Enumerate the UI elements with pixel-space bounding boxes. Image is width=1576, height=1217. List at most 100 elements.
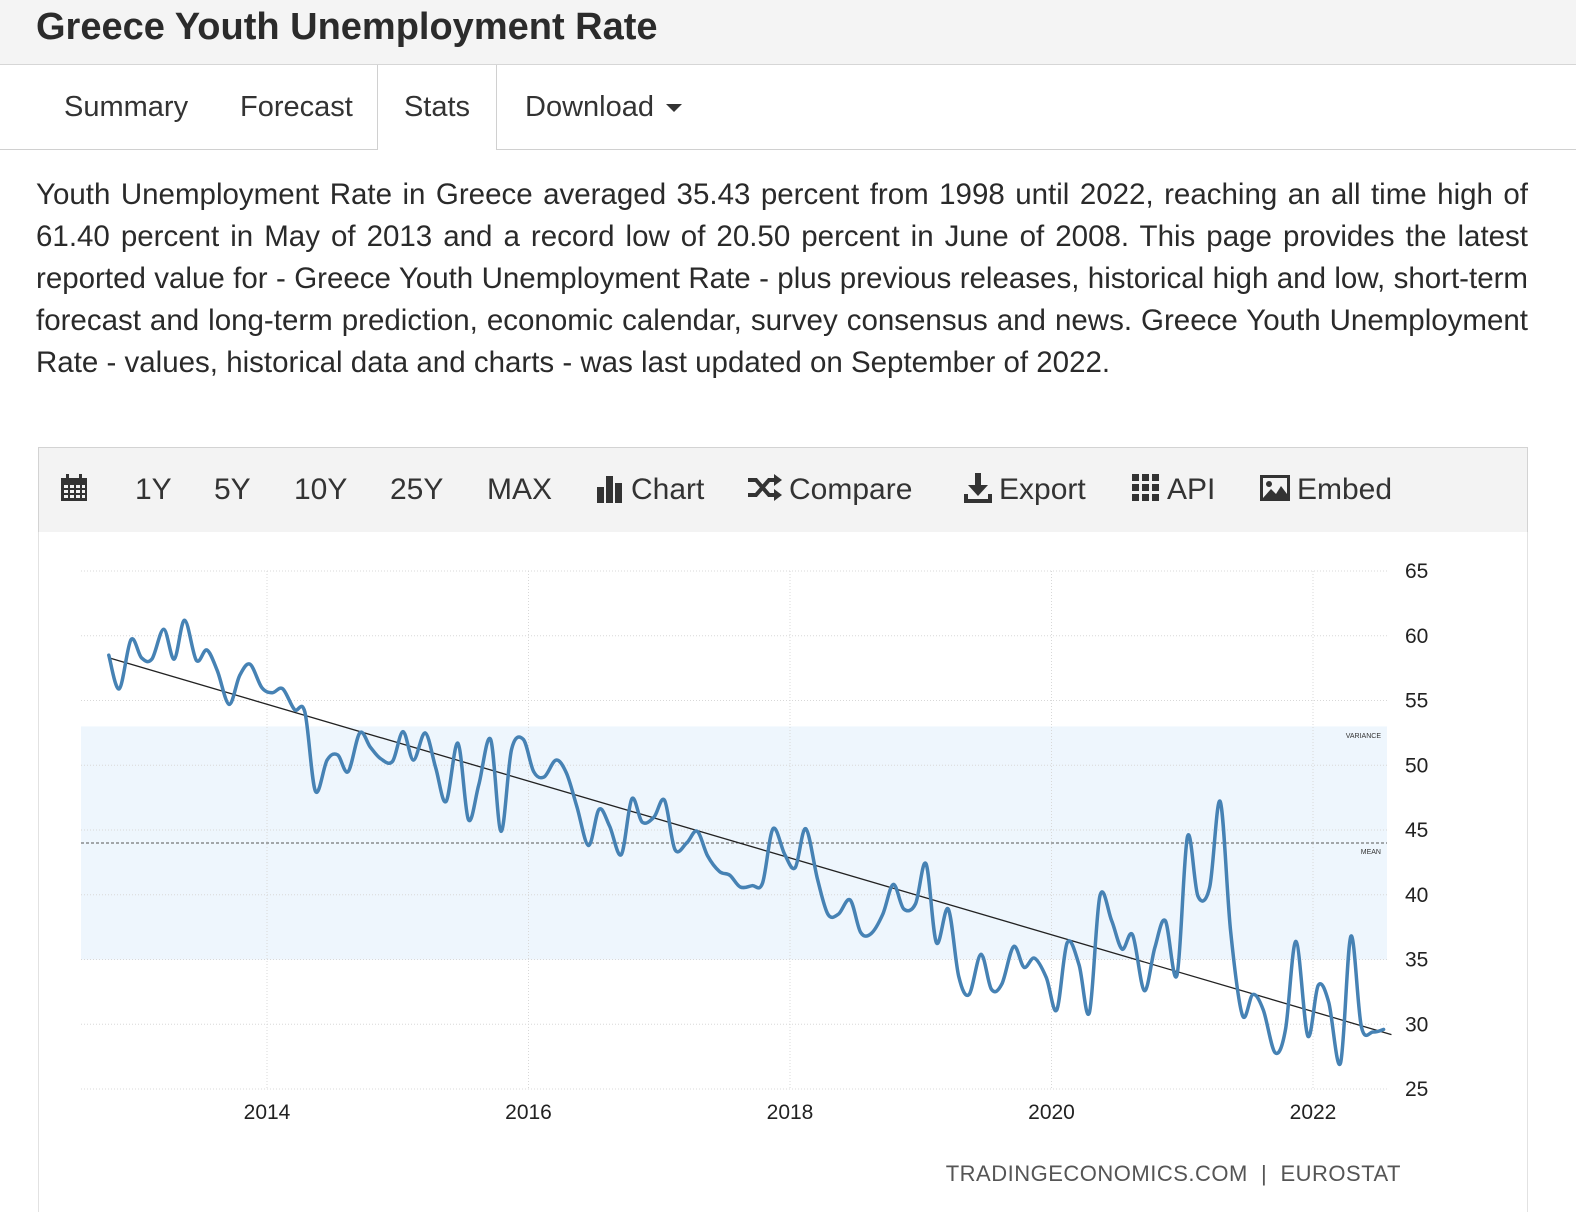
tab-forecast[interactable]: Forecast	[240, 91, 353, 123]
data-point	[499, 830, 503, 833]
data-point	[771, 827, 775, 830]
embed-button[interactable]: Embed	[1259, 448, 1392, 532]
data-point	[336, 753, 339, 757]
range-25y-button[interactable]: 25Y	[390, 473, 444, 506]
range-1y-button[interactable]: 1Y	[135, 473, 172, 506]
data-point	[685, 841, 688, 845]
data-point	[1077, 963, 1081, 966]
data-point	[150, 657, 154, 661]
range-10y-button[interactable]: 10Y	[294, 473, 348, 506]
data-point	[1317, 984, 1320, 987]
data-point	[1120, 947, 1124, 951]
data-point	[673, 848, 677, 851]
caret-down-icon	[665, 104, 682, 113]
y-tick-label: 30	[1405, 1013, 1428, 1036]
data-point	[1088, 1011, 1091, 1014]
data-point	[924, 862, 928, 865]
mean-annotation: MEAN	[1361, 849, 1381, 856]
data-point	[346, 770, 350, 773]
tab-download[interactable]: Download	[525, 65, 682, 149]
data-point	[1098, 894, 1102, 898]
chart-type-label: Chart	[631, 473, 705, 506]
data-point	[1110, 919, 1113, 922]
data-point	[848, 898, 852, 902]
data-point	[510, 748, 513, 751]
export-button[interactable]: Export	[963, 448, 1086, 532]
data-point	[281, 687, 284, 691]
data-point	[401, 730, 405, 733]
data-point	[1186, 835, 1189, 838]
data-point	[1012, 945, 1015, 948]
data-point	[314, 789, 317, 793]
data-point	[325, 758, 329, 762]
data-point	[914, 902, 917, 906]
data-point	[641, 821, 644, 824]
data-point	[892, 883, 895, 886]
data-point	[1022, 966, 1026, 969]
data-point	[947, 907, 950, 911]
api-button[interactable]: API	[1131, 448, 1215, 532]
data-point	[706, 854, 709, 858]
data-point	[227, 703, 231, 706]
compare-label: Compare	[789, 473, 913, 506]
data-point	[783, 853, 786, 856]
data-point	[608, 824, 611, 828]
chart-source: TRADINGECONOMICS.COM | EUROSTAT	[946, 1161, 1401, 1186]
data-point	[630, 797, 633, 801]
page-header: Greece Youth Unemployment Rate	[0, 0, 1576, 65]
data-point	[1196, 894, 1200, 898]
data-point	[248, 663, 252, 666]
range-5y-button[interactable]: 5Y	[214, 473, 251, 506]
export-label: Export	[999, 473, 1086, 506]
data-point	[1306, 1034, 1309, 1038]
x-axis: 2014 2016 2018 2020 2022	[244, 1101, 1337, 1124]
data-point	[195, 659, 198, 662]
y-tick-label: 25	[1405, 1078, 1428, 1101]
shuffle-icon	[748, 474, 782, 502]
grid-icon	[1132, 474, 1159, 502]
calendar-button[interactable]	[59, 448, 95, 532]
data-point	[303, 710, 307, 714]
x-tick-label: 2014	[244, 1101, 291, 1124]
chart-type-button[interactable]: Chart	[595, 448, 704, 532]
embed-label: Embed	[1297, 473, 1393, 506]
image-icon	[1260, 475, 1290, 502]
range-max-button[interactable]: MAX	[487, 473, 553, 506]
data-point	[575, 805, 579, 808]
calendar-icon	[61, 474, 87, 502]
tab-summary[interactable]: Summary	[64, 91, 189, 123]
data-point	[140, 656, 143, 659]
data-point	[489, 738, 492, 741]
data-point	[271, 691, 274, 694]
data-point	[728, 874, 732, 877]
data-point	[293, 708, 296, 711]
compare-button[interactable]: Compare	[747, 448, 912, 532]
data-point	[695, 830, 699, 833]
data-point	[935, 941, 938, 944]
tab-stats[interactable]: Stats	[377, 65, 497, 150]
data-point	[1327, 1001, 1330, 1004]
data-point	[1143, 989, 1146, 992]
series-points	[107, 619, 1385, 1065]
data-point	[881, 912, 885, 916]
data-point	[107, 653, 110, 657]
data-point	[554, 758, 558, 762]
data-point	[1131, 933, 1134, 937]
data-point	[216, 669, 219, 672]
y-tick-label: 60	[1405, 625, 1428, 648]
data-point	[1262, 1008, 1265, 1012]
variance-annotation: VARIANCE	[1346, 733, 1382, 740]
data-point	[118, 687, 121, 691]
data-point	[162, 628, 165, 631]
data-point	[761, 881, 764, 885]
data-point	[663, 799, 666, 802]
data-point	[859, 931, 862, 934]
data-point	[957, 975, 960, 978]
x-tick-label: 2022	[1290, 1101, 1337, 1124]
data-point	[129, 638, 133, 641]
y-tick-label: 35	[1405, 949, 1428, 972]
data-point	[739, 885, 742, 889]
download-icon	[964, 473, 992, 504]
data-point	[1229, 929, 1232, 933]
data-point	[967, 993, 971, 996]
